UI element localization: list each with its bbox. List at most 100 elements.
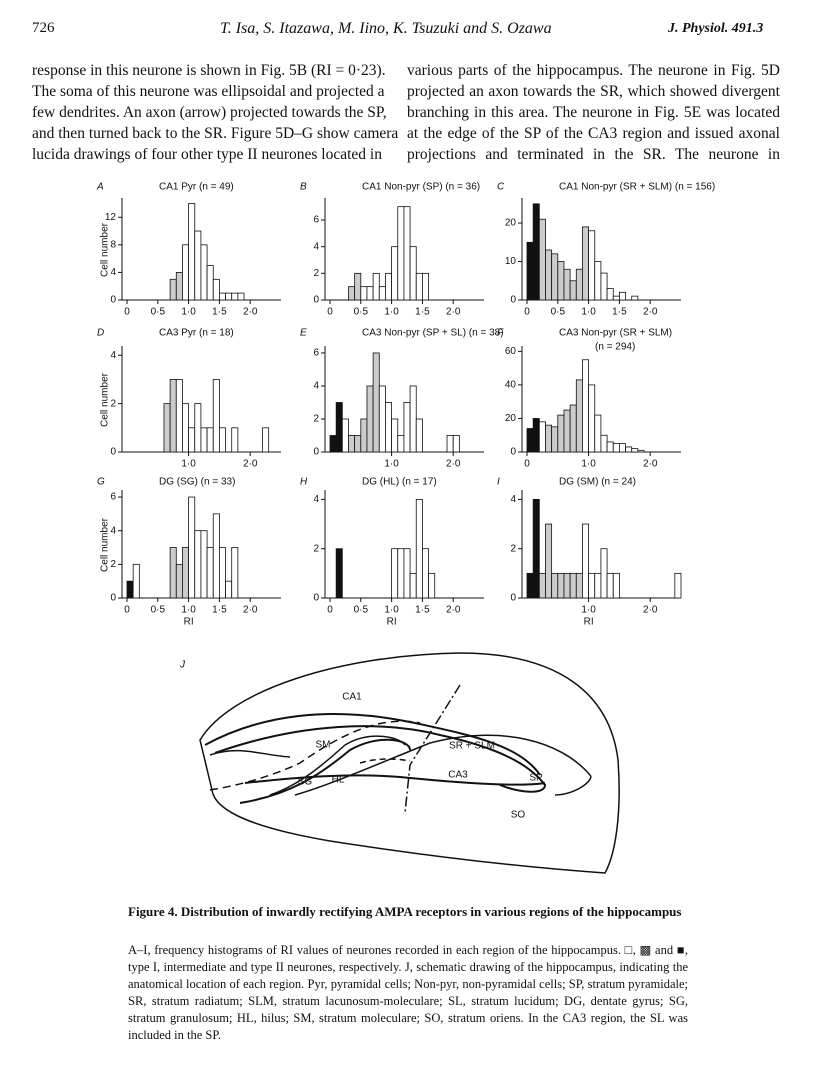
chart-title: CA3 Non-pyr (SR + SLM) (559, 328, 672, 339)
chart-title: CA3 Non-pyr (SP + SL) (n = 38) (362, 328, 504, 339)
bar (538, 421, 546, 453)
bar (175, 379, 183, 453)
panel-letter: F (497, 328, 504, 339)
bar (354, 272, 362, 301)
bar (612, 443, 620, 453)
y-tick-label: 0 (510, 593, 516, 604)
bar (600, 272, 608, 301)
panel-letter: J (179, 660, 186, 671)
y-tick-label: 2 (313, 543, 319, 554)
y-tick-label: 20 (505, 218, 517, 229)
y-tick-label: 2 (313, 414, 319, 425)
y-tick-label: 0 (313, 295, 319, 306)
panel-letter: E (300, 328, 307, 339)
y-tick-label: 4 (313, 381, 319, 392)
bar (194, 530, 202, 599)
y-tick-label: 4 (110, 350, 116, 361)
x-tick-label: 2·0 (446, 605, 461, 616)
bar (612, 572, 620, 599)
bar (538, 218, 546, 301)
text-column: response in this neurone is shown in Fig… (32, 60, 398, 165)
bar (194, 230, 202, 301)
authors: T. Isa, S. Itazawa, M. Iino, K. Tsuzuki … (220, 20, 552, 37)
bar (237, 292, 245, 301)
bar (588, 230, 596, 301)
bar (188, 427, 196, 453)
region-label: SR + SLM (449, 741, 495, 752)
bar (175, 563, 183, 599)
bar (563, 268, 571, 301)
x-tick-label: 1·5 (212, 605, 227, 616)
bar (348, 435, 356, 453)
bar (588, 384, 596, 453)
bar (182, 547, 190, 599)
x-tick-label: 1·5 (415, 605, 430, 616)
bar (385, 402, 393, 453)
bar (200, 244, 208, 301)
bar (225, 292, 233, 301)
layer (244, 774, 546, 786)
x-tick-label: 0·5 (151, 307, 166, 318)
bar (188, 496, 196, 599)
x-tick-label: 1·0 (581, 307, 596, 318)
bar (360, 286, 368, 301)
bar (218, 547, 226, 599)
y-tick-label: 2 (313, 268, 319, 279)
x-tick-label: 0 (124, 605, 130, 616)
y-tick-label: 6 (313, 348, 319, 359)
bar (600, 434, 608, 453)
x-tick-label: 1·0 (181, 307, 196, 318)
y-tick-label: 0 (510, 295, 516, 306)
x-tick-label: 2·0 (643, 459, 658, 470)
text-line: at the edge of the SP of the CA3 region … (407, 125, 780, 142)
bar (409, 572, 417, 599)
x-tick-label: 2·0 (643, 307, 658, 318)
bar (526, 241, 534, 301)
region-label: CA1 (342, 692, 362, 703)
y-tick-label: 10 (505, 256, 517, 267)
bar (619, 291, 626, 301)
x-tick-label: 0 (327, 605, 333, 616)
bar (348, 286, 356, 301)
bar (415, 418, 423, 453)
y-tick-label: 0 (313, 447, 319, 458)
bar (341, 418, 349, 453)
layer (209, 749, 291, 758)
bar (132, 563, 140, 599)
x-tick-label: 1·0 (384, 605, 399, 616)
outline (199, 652, 620, 874)
bar (212, 278, 220, 301)
x-tick-label: 1·0 (181, 459, 196, 470)
x-tick-label: 1·5 (415, 307, 430, 318)
journal: J. Physiol. 491.3 (668, 21, 764, 36)
page-number: 726 (32, 20, 55, 36)
panel-letter: H (300, 477, 308, 488)
bar (569, 404, 577, 453)
y-tick-label: 0 (110, 593, 116, 604)
bar (588, 572, 596, 599)
panel-letter: I (497, 477, 500, 488)
bar (231, 547, 239, 599)
y-tick-label: 0 (110, 447, 116, 458)
x-tick-label: 0·5 (354, 307, 369, 318)
y-tick-label: 0 (110, 295, 116, 306)
bar (335, 402, 343, 453)
chart-title: CA1 Pyr (n = 49) (159, 182, 234, 193)
text-line: projected an axon towards the SR, which … (407, 83, 780, 100)
y-tick-label: 12 (105, 212, 117, 223)
bar (421, 272, 429, 301)
x-tick-label: 0·5 (551, 307, 566, 318)
bar (452, 435, 460, 453)
bar (200, 530, 208, 599)
bar (360, 418, 368, 453)
panel-letter: A (96, 182, 104, 193)
bar (206, 427, 214, 453)
bar (218, 292, 226, 301)
bar (538, 572, 546, 599)
panel-letter: G (97, 477, 105, 488)
text-line: projections and terminated in the SR. Th… (407, 146, 780, 163)
bar (397, 206, 405, 301)
bar (200, 427, 208, 453)
bar (188, 203, 196, 301)
x-tick-label: 1·0 (581, 459, 596, 470)
